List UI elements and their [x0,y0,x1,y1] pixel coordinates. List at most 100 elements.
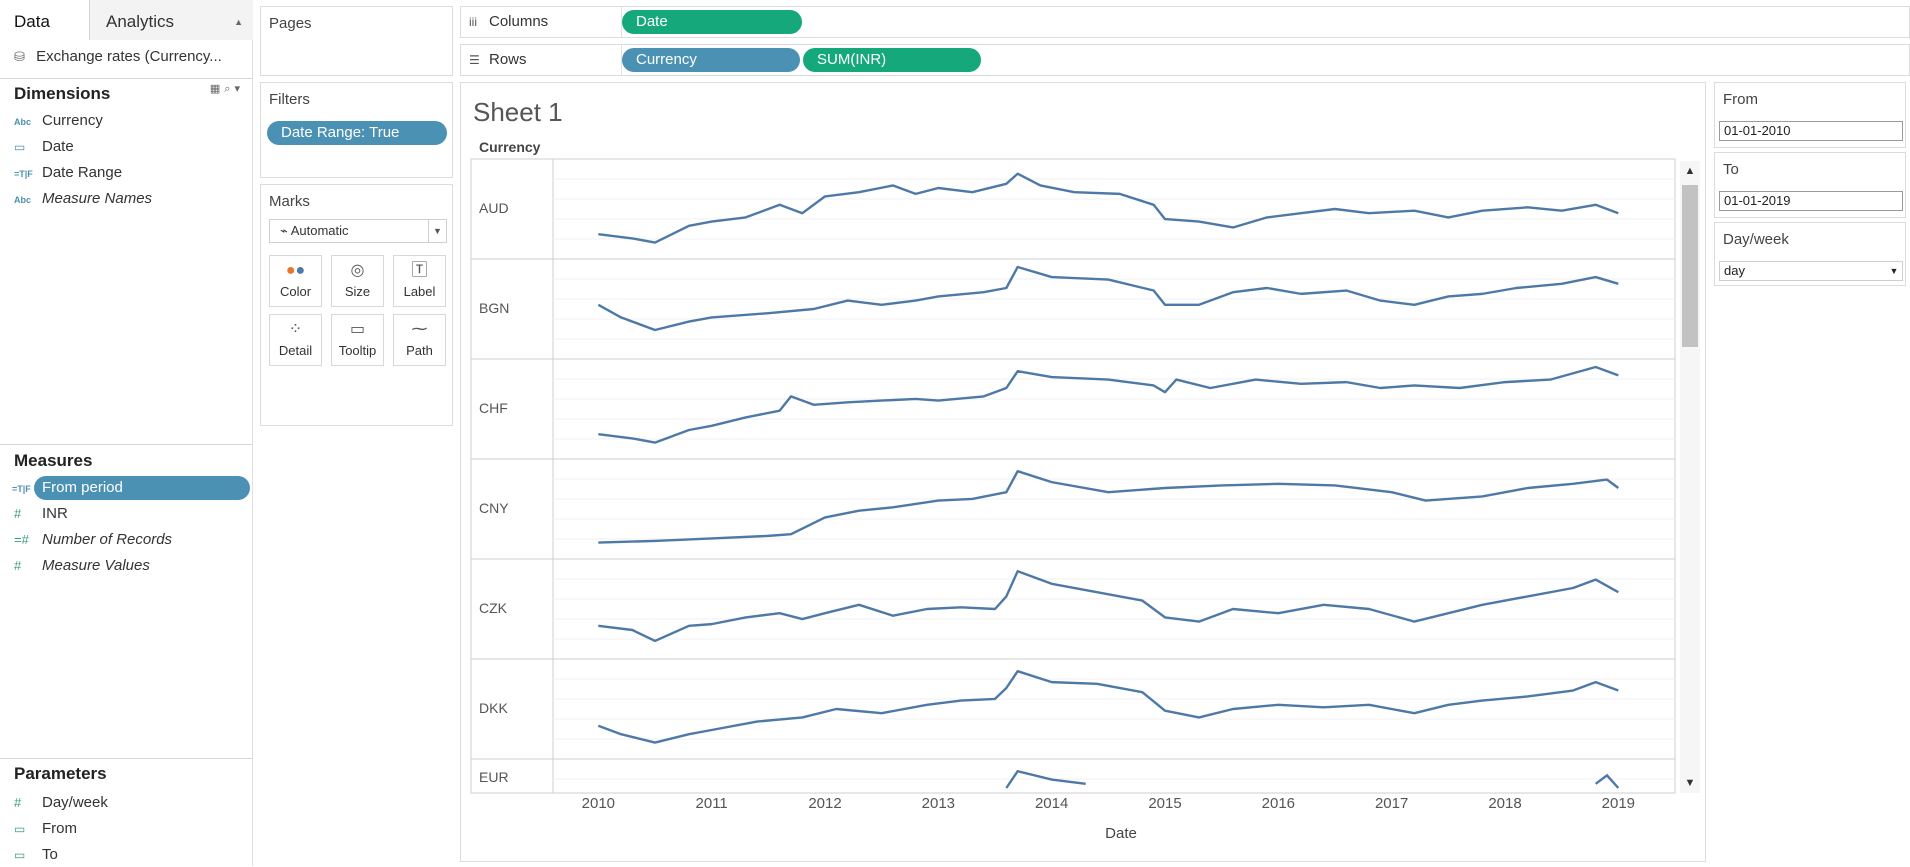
marks-path-button[interactable]: ⁓ Path [393,314,446,366]
scroll-thumb[interactable] [1682,185,1698,347]
param-from-title: From [1723,91,1758,108]
viz-area[interactable]: Sheet 1 Currency AUD BGN CHF CNY CZK DKK EUR 2… [460,82,1706,862]
chevron-down-icon: ▼ [428,220,446,242]
param-from-input[interactable]: 01-01-2010 [1719,121,1903,141]
param-dayweek-select[interactable]: day ▼ [1719,261,1903,281]
view-list-icon[interactable]: ▦ [209,83,225,95]
field-date[interactable]: ▭ Date [14,135,250,159]
path-icon: ⁓ [411,321,428,338]
columns-shelf[interactable]: iii Columns Date [460,6,1910,38]
pane-frame [470,158,1676,794]
param-from-control: From 01-01-2010 [1714,82,1906,148]
pages-shelf[interactable]: Pages [260,6,453,76]
x-axis-title: Date [1105,825,1137,842]
x-tick-2011: 2011 [695,795,728,812]
tab-data[interactable]: Data [0,0,90,40]
x-tick-2017: 2017 [1374,795,1409,812]
field-label: Measure Values [42,557,150,574]
field-inr[interactable]: # INR [14,502,250,526]
search-icon[interactable]: ⌕ [224,83,235,95]
field-date-range[interactable]: =T|F Date Range [14,161,250,185]
rows-pill-currency[interactable]: Currency [622,48,800,72]
mark-btn-label: Detail [278,343,313,358]
field-label: Number of Records [42,531,173,548]
param-field-to[interactable]: ▭ To [14,843,250,867]
detail-icon: ⁘ [288,321,303,338]
scroll-down-icon[interactable]: ▼ [1684,777,1696,789]
filters-shelf[interactable]: Filters Date Range: True [260,82,453,178]
marks-color-button[interactable]: ●● Color [269,255,322,307]
string-type-icon: Abc [14,117,32,127]
x-tick-2016: 2016 [1261,795,1296,812]
filter-pill-date-range[interactable]: Date Range: True [267,121,447,145]
field-label: INR [42,505,68,522]
param-to-control: To 01-01-2019 [1714,152,1906,218]
rows-pill-sum-inr[interactable]: SUM(INR) [803,48,981,72]
vertical-scrollbar[interactable]: ▲ ▼ [1680,161,1700,793]
rows-shelf[interactable]: ☰ Rows Currency SUM(INR) [460,44,1910,76]
x-tick-2013: 2013 [921,795,956,812]
marks-label-button[interactable]: 🅃 Label [393,255,446,307]
series-line-chf [598,365,1619,444]
field-label: Day/week [42,794,108,811]
marks-tooltip-button[interactable]: ▭ Tooltip [331,314,384,366]
param-field-dayweek[interactable]: # Day/week [14,791,250,815]
color-icon: ●● [285,262,306,279]
number-type-icon: # [14,506,22,521]
columns-icon: iii [469,15,477,29]
row-label-cny[interactable]: CNY [479,500,509,516]
scroll-up-icon[interactable]: ▲ [1684,165,1696,177]
columns-label: iii Columns [469,7,548,37]
shelf-separator [621,7,622,37]
x-tick-2019: 2019 [1601,795,1636,812]
field-label: Measure Names [42,190,153,207]
columns-label-text: Columns [489,13,549,30]
field-from-period[interactable]: =T|F From period [12,476,250,500]
mark-btn-label: Label [403,284,436,299]
row-header-currency: Currency [479,139,541,155]
tooltip-icon: ▭ [349,321,366,338]
field-number-of-records[interactable]: =# Number of Records [14,528,250,552]
calendar-icon: ▭ [14,848,26,862]
marks-detail-button[interactable]: ⁘ Detail [269,314,322,366]
row-label-czk[interactable]: CZK [479,600,507,616]
sort-arrows-icon[interactable]: ▲ [234,17,243,27]
field-label: Currency [42,112,103,129]
x-tick-2018: 2018 [1488,795,1522,812]
field-measure-values[interactable]: # Measure Values [14,554,250,578]
param-dayweek-title: Day/week [1723,231,1789,248]
row-label-chf[interactable]: CHF [479,400,508,416]
row-label-dkk[interactable]: DKK [479,700,508,716]
row-label-bgn[interactable]: BGN [479,300,510,316]
row-label-eur[interactable]: EUR [479,769,509,785]
line-mark-icon: ⌁ [280,223,288,238]
shelf-separator [621,45,622,75]
x-tick-2015: 2015 [1148,795,1182,812]
series-line-aud [598,172,1619,244]
rows-label: ☰ Rows [469,45,527,75]
marks-size-button[interactable]: ◎ Size [331,255,384,307]
series-line-eur-end [1594,773,1620,789]
datasource-label: Exchange rates (Currency... [36,48,222,65]
param-field-from[interactable]: ▭ From [14,817,250,841]
mark-type-select[interactable]: ⌁ Automatic ▼ [269,219,447,243]
field-measure-names[interactable]: Abc Measure Names [14,187,250,211]
field-label: Date [42,138,74,155]
datasource-item[interactable]: ⛁ Exchange rates (Currency... [14,44,250,70]
columns-pill-date[interactable]: Date [622,10,802,34]
row-label-aud[interactable]: AUD [479,200,509,216]
divider [0,78,253,79]
marks-card: Marks ⌁ Automatic ▼ ●● Color ◎ Size 🅃 La… [260,184,453,426]
field-label: Date Range [42,164,123,181]
number-type-icon: # [14,795,22,810]
menu-dropdown-icon[interactable]: ▾ [234,83,244,95]
tab-analytics-label: Analytics [106,12,175,31]
chart[interactable] [461,83,1707,863]
label-icon: 🅃 [411,262,428,279]
param-to-input[interactable]: 01-01-2019 [1719,191,1903,211]
rows-label-text: Rows [489,51,527,68]
series-line-cny [598,470,1620,544]
field-currency[interactable]: Abc Currency [14,109,250,133]
tab-analytics[interactable]: Analytics ▲ [90,0,253,40]
size-icon: ◎ [350,262,365,279]
